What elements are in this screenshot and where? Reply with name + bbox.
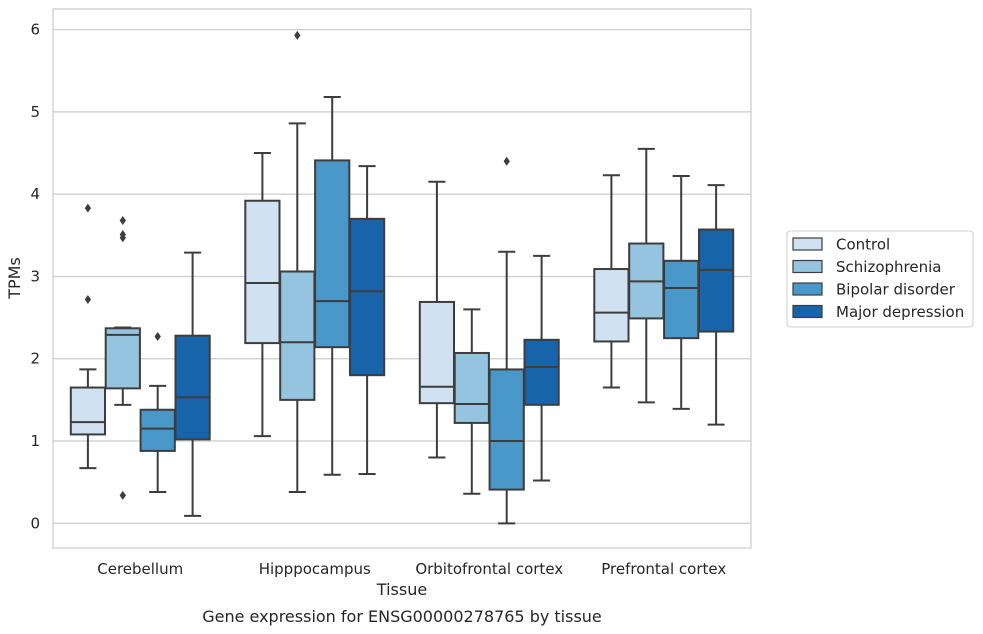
box-2-3: [523, 254, 560, 482]
y-tick-label: 5: [30, 103, 40, 121]
box-iqr: [174, 334, 211, 441]
box-2-2: [488, 156, 525, 525]
box-0-0: [69, 203, 107, 470]
legend-swatch: [792, 259, 823, 274]
outlier-marker: [294, 30, 301, 40]
outlier-marker: [119, 233, 126, 243]
box-iqr: [348, 217, 386, 377]
legend-label: Control: [836, 236, 890, 254]
box-1-3: [348, 165, 386, 475]
outlier-marker: [503, 156, 510, 166]
outlier-marker: [119, 215, 126, 225]
y-tick-label: 6: [30, 21, 40, 39]
box-iqr: [244, 199, 281, 345]
outlier-marker: [84, 203, 92, 213]
box-iqr: [314, 159, 351, 349]
figure-caption: Gene expression for ENSG00000278765 by t…: [202, 607, 602, 626]
box-0-2: [139, 332, 176, 494]
x-tick-labels: Cerebellum Hipppocampus Orbitofrontal cort…: [97, 560, 726, 578]
legend: Control Schizophrenia Bipolar disorder Majo…: [786, 230, 974, 328]
legend-frame: [786, 230, 974, 328]
box-iqr: [104, 327, 141, 390]
box-iqr: [488, 368, 525, 491]
box-3-1: [628, 147, 665, 404]
x-tick-label: Prefrontal cortex: [601, 560, 726, 578]
box-3-0: [593, 174, 630, 389]
y-tick-label: 3: [30, 267, 40, 285]
box-2-1: [453, 308, 490, 495]
outlier-marker: [154, 332, 161, 342]
y-axis-label: TPMs: [5, 257, 24, 300]
x-axis-label: Tissue: [376, 580, 427, 599]
box-iqr: [453, 351, 490, 424]
x-tick-label: Cerebellum: [97, 560, 183, 578]
box-iqr: [69, 386, 107, 436]
legend-label: Bipolar disorder: [836, 281, 956, 299]
box-iqr: [593, 268, 630, 343]
box-0-3: [174, 251, 211, 517]
legend-label: Major depression: [836, 303, 964, 321]
box-1-2: [314, 96, 351, 476]
legend-swatch: [792, 304, 823, 319]
y-tick-labels: 0 1 2 3 4 5 6: [30, 21, 40, 533]
legend-label: Schizophrenia: [836, 258, 941, 276]
y-tick-label: 1: [30, 432, 40, 450]
y-tick-label: 4: [30, 185, 40, 203]
box-iqr: [418, 300, 456, 405]
box-iqr: [697, 228, 735, 333]
box-iqr: [663, 259, 700, 340]
box-1-0: [244, 152, 281, 438]
box-1-1: [279, 30, 316, 494]
box-layer: [69, 30, 735, 525]
x-tick-label: Hipppocampus: [259, 560, 371, 578]
y-tick-label: 2: [30, 350, 40, 368]
y-tick-label: 0: [30, 514, 40, 532]
plot-frame: [52, 8, 752, 549]
x-tick-label: Orbitofrontal cortex: [415, 560, 563, 578]
box-0-1: [104, 215, 141, 500]
box-iqr: [523, 338, 560, 406]
outlier-marker: [84, 294, 92, 304]
box-iqr: [279, 270, 316, 401]
outlier-marker: [119, 490, 126, 500]
legend-swatch: [792, 237, 823, 251]
legend-swatch: [792, 282, 823, 296]
box-iqr: [139, 408, 176, 452]
box-2-0: [418, 180, 456, 459]
box-3-3: [697, 184, 735, 426]
